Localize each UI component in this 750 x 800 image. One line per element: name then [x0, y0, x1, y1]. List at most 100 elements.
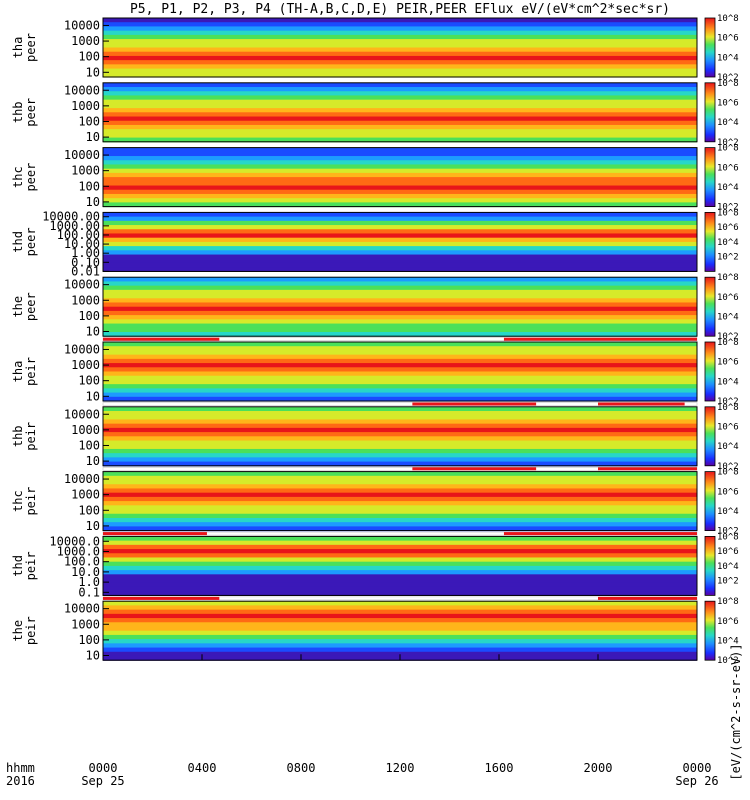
- heatmap-row: [103, 432, 697, 437]
- panel-frame: [102, 535, 698, 596]
- colorbar-tick-label: 10^8: [717, 338, 739, 348]
- time-label-hhmm: hhmm: [6, 761, 35, 775]
- y-tick-label: 1000: [71, 34, 100, 48]
- heatmap-row: [103, 526, 697, 532]
- colorbar-tick-label: 10^2: [717, 656, 739, 666]
- heatmap-row: [103, 168, 697, 174]
- y-axis-label: the: [11, 620, 25, 642]
- y-tick-label: 1000: [71, 358, 100, 372]
- y-tick-label: 10: [86, 195, 100, 209]
- heatmap-row: [103, 553, 697, 559]
- heatmap-row: [103, 302, 697, 308]
- heatmap-row: [103, 626, 697, 632]
- y-tick-label: 1.0: [78, 575, 100, 589]
- colorbar-tick-label: 10^8: [717, 144, 739, 154]
- colorbar-tick-label: 10^6: [717, 358, 739, 368]
- y-tick-label: 1.00: [71, 246, 100, 260]
- heatmap-row: [103, 323, 697, 329]
- colorbar-tick-label: 10^4: [717, 53, 739, 63]
- heatmap-row: [103, 22, 697, 28]
- y-axis-label: thc: [11, 490, 25, 512]
- heatmap-row: [103, 315, 697, 320]
- mode-bar-segment: [103, 337, 220, 341]
- heatmap-row: [103, 496, 697, 502]
- colorbar-tick-label: 10^6: [717, 98, 739, 108]
- heatmap-row: [103, 513, 697, 519]
- panel-frame: [102, 211, 698, 272]
- heatmap-row: [103, 72, 697, 78]
- colorbar-tick-label: 10^8: [717, 403, 739, 413]
- heatmap-row: [103, 613, 697, 619]
- heatmap-row: [103, 475, 697, 481]
- heatmap-row: [103, 570, 697, 575]
- y-tick-label: 100.0: [64, 555, 100, 569]
- heatmap-row: [103, 112, 697, 118]
- y-tick-label: 0.1: [78, 585, 100, 599]
- heatmap-row: [103, 549, 697, 554]
- colorbar-tick-label: 10^8: [717, 468, 739, 478]
- y-tick-label: 1000: [71, 488, 100, 502]
- heatmap-row: [103, 643, 697, 649]
- heatmap-row: [103, 406, 697, 412]
- heatmap-row: [103, 411, 697, 416]
- heatmap-row: [103, 237, 697, 243]
- y-tick-label: 10: [86, 519, 100, 533]
- colorbar-tick-label: 10^8: [717, 208, 739, 218]
- colorbar: [704, 82, 716, 143]
- y-axis-label: peir: [24, 487, 38, 516]
- y-tick-label: 100: [78, 633, 100, 647]
- heatmap-row: [103, 120, 697, 126]
- heatmap-row: [103, 233, 697, 239]
- colorbar-tick-label: 10^2: [717, 397, 739, 407]
- panel-frame: [102, 341, 698, 402]
- y-tick-label: 10000: [64, 83, 100, 97]
- y-tick-label: 1000: [71, 164, 100, 178]
- heatmap-row: [103, 164, 697, 170]
- heatmap-row: [103, 536, 697, 542]
- colorbar-tick-label: 10^2: [717, 203, 739, 213]
- heatmap-row: [103, 87, 697, 92]
- y-tick-label: 1000.00: [49, 219, 100, 233]
- heatmap-row: [103, 471, 697, 477]
- heatmap-row: [103, 193, 697, 199]
- y-tick-label: 10000: [64, 472, 100, 486]
- heatmap-row: [103, 448, 697, 454]
- heatmap-row: [103, 202, 697, 208]
- y-tick-label: 0.10: [71, 255, 100, 269]
- colorbar-tick-label: 10^8: [717, 597, 739, 607]
- heatmap-row: [103, 522, 697, 527]
- heatmap-row: [103, 651, 697, 657]
- heatmap-row: [103, 177, 697, 182]
- y-tick-label: 100: [78, 374, 100, 388]
- x-tick-label: 0800: [287, 761, 316, 775]
- heatmap-row: [103, 30, 697, 36]
- y-axis-label: peer: [24, 227, 38, 256]
- y-tick-label: 100.00: [57, 228, 100, 242]
- y-axis-label: thb: [11, 101, 25, 123]
- heatmap-row: [103, 561, 697, 567]
- y-tick-label: 100: [78, 50, 100, 64]
- heatmap-row: [103, 647, 697, 653]
- mode-bar-segment: [412, 402, 537, 406]
- panel-frame: [102, 17, 698, 78]
- heatmap-row: [103, 557, 697, 563]
- y-tick-label: 10000.0: [49, 534, 100, 548]
- mode-bar-segment: [503, 337, 697, 341]
- heatmap-row: [103, 95, 697, 101]
- colorbar-tick-label: 10^4: [717, 377, 739, 387]
- heatmap-row: [103, 630, 697, 636]
- heatmap-row: [103, 319, 697, 325]
- y-tick-label: 100: [78, 438, 100, 452]
- colorbar: [704, 211, 716, 272]
- y-axis-label: peer: [24, 163, 38, 192]
- y-tick-label: 10000: [64, 18, 100, 32]
- y-axis-label: thb: [11, 425, 25, 447]
- y-axis-label: peir: [24, 422, 38, 451]
- y-axis-label: peir: [24, 616, 38, 645]
- heatmap-row: [103, 277, 697, 283]
